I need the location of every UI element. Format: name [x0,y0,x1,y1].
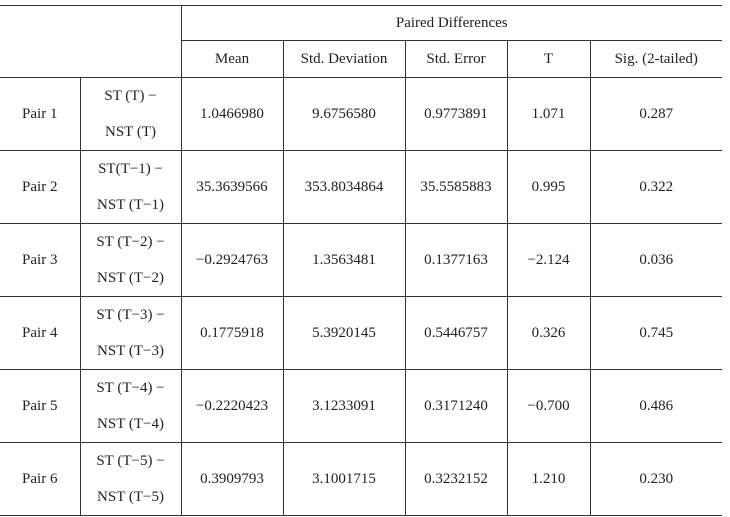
data-row: Pair 5 ST (T−4) − NST (T−4) −0.2220423 3.123… [0,369,722,443]
data-row: Pair 3 ST (T−2) − NST (T−2) −0.2924763 1.356… [0,223,722,297]
column-header: T [506,40,591,78]
value-cell: 0.486 [589,369,722,443]
pair-cell: Pair 5 [0,369,81,443]
value-cell: 353.8034864 [282,150,406,224]
value-cell: 0.036 [589,223,722,297]
pair-cell: Pair 4 [0,296,81,370]
label-line: NST (T−2) [97,270,164,286]
value-cell: 1.3563481 [282,223,406,297]
value-cell: 0.1775918 [180,296,284,370]
value-cell: −0.2220423 [180,369,284,443]
label-cell: ST (T) − NST (T) [79,77,182,151]
column-header: Std. Deviation [282,40,406,78]
label-cell: ST (T−2) − NST (T−2) [79,223,182,297]
pair-cell: Pair 2 [0,150,81,224]
label-line: ST (T) − [104,88,157,104]
blank-cell [0,5,182,78]
value-cell: 0.326 [506,296,591,370]
label-line: ST (T−2) − [96,234,165,250]
value-cell: 1.0466980 [180,77,284,151]
label-cell: ST (T−3) − NST (T−3) [79,296,182,370]
value-cell: 35.3639566 [180,150,284,224]
value-cell: 0.995 [506,150,591,224]
value-cell: 0.322 [589,150,722,224]
table-body: Pair 1 ST (T) − NST (T) 1.0466980 9.6756580 0… [0,77,722,516]
column-header: Mean [181,40,284,78]
paired-differences-table: Paired Differences Mean Std. Deviation Std… [0,5,722,516]
value-cell: 0.9773891 [404,77,508,151]
value-cell: 0.5446757 [404,296,508,370]
value-cell: 9.6756580 [282,77,406,151]
label-line: NST (T−4) [97,416,164,432]
value-cell: 3.1001715 [282,442,406,516]
data-row: Pair 4 ST (T−3) − NST (T−3) 0.1775918 5.3920… [0,296,722,370]
label-line: NST (T−3) [97,343,164,359]
value-cell: 1.210 [506,442,591,516]
label-line: ST (T−5) − [96,453,165,469]
label-line: ST (T−4) − [96,380,165,396]
label-cell: ST(T−1) − NST (T−1) [79,150,182,224]
value-cell: 1.071 [506,77,591,151]
value-cell: −0.700 [506,369,591,443]
group-header: Paired Differences [180,5,722,41]
pair-cell: Pair 1 [0,77,81,151]
value-cell: −0.2924763 [180,223,284,297]
value-cell: 0.745 [589,296,722,370]
data-row: Pair 6 ST (T−5) − NST (T−5) 0.3909793 3.1001… [0,442,722,516]
column-header: Std. Error [404,40,508,78]
value-cell: 0.3171240 [404,369,508,443]
header-row: Paired Differences [0,5,722,78]
label-line: NST (T−1) [97,197,164,213]
value-cell: 0.230 [589,442,722,516]
label-line: ST(T−1) − [98,161,163,177]
value-cell: −2.124 [506,223,591,297]
value-cell: 0.3909793 [180,442,284,516]
value-cell: 0.1377163 [404,223,508,297]
value-cell: 0.287 [589,77,722,151]
label-cell: ST (T−4) − NST (T−4) [79,369,182,443]
label-line: NST (T) [105,124,156,140]
value-cell: 5.3920145 [282,296,406,370]
data-row: Pair 2 ST(T−1) − NST (T−1) 35.3639566 353.80… [0,150,722,224]
column-header: Sig. (2-tailed) [589,40,722,78]
value-cell: 35.5585883 [404,150,508,224]
label-line: ST (T−3) − [96,307,165,323]
value-cell: 3.1233091 [282,369,406,443]
label-line: NST (T−5) [97,489,164,505]
pair-cell: Pair 3 [0,223,81,297]
label-cell: ST (T−5) − NST (T−5) [79,442,182,516]
data-row: Pair 1 ST (T) − NST (T) 1.0466980 9.6756580 0… [0,77,722,151]
pair-cell: Pair 6 [0,442,81,516]
value-cell: 0.3232152 [404,442,508,516]
